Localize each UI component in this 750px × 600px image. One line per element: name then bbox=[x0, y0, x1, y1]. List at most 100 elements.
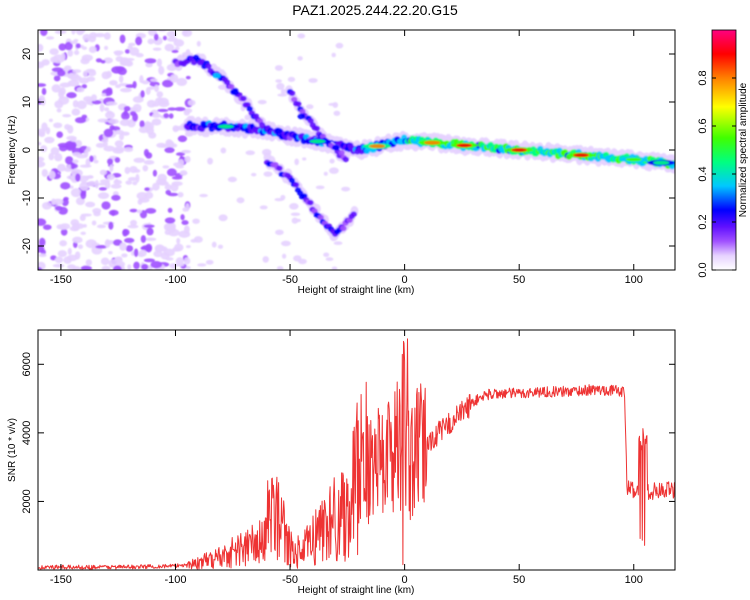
spectral-blob bbox=[124, 166, 131, 175]
spectral-blob bbox=[86, 76, 96, 82]
spectral-blob bbox=[280, 88, 286, 95]
spectral-blob bbox=[262, 256, 269, 263]
y-tick-label: 0 bbox=[21, 147, 33, 153]
spectral-blob bbox=[333, 110, 341, 116]
spectral-blob bbox=[79, 181, 89, 191]
spectral-blob bbox=[293, 255, 302, 262]
spectral-blob bbox=[135, 36, 143, 46]
spectral-blob bbox=[41, 122, 48, 132]
spectral-blob bbox=[86, 146, 92, 153]
spectral-blob bbox=[205, 259, 214, 265]
spectral-blob bbox=[70, 40, 78, 45]
spectral-blob bbox=[85, 259, 92, 266]
spectral-blob bbox=[197, 263, 207, 267]
spectral-blob bbox=[156, 91, 164, 98]
spectral-blob bbox=[183, 225, 190, 234]
spectral-blob bbox=[81, 114, 88, 119]
spectral-blob bbox=[156, 58, 163, 67]
spectral-blob bbox=[177, 192, 184, 198]
spectral-blob bbox=[85, 201, 96, 208]
spectral-blob bbox=[181, 149, 192, 154]
spectral-blob bbox=[77, 244, 84, 250]
spectral-blob bbox=[511, 148, 528, 152]
spectral-blob bbox=[151, 118, 162, 126]
spectral-blob bbox=[101, 265, 111, 270]
x-tick-label: 50 bbox=[513, 274, 525, 286]
snr-y-label: SNR (10 * v/v) bbox=[7, 418, 18, 482]
spectral-blob bbox=[125, 245, 134, 252]
spectral-blob bbox=[79, 164, 92, 168]
spectral-blob bbox=[38, 253, 47, 258]
spectral-blob bbox=[71, 30, 76, 35]
spectral-blob bbox=[97, 118, 109, 123]
spectral-blob bbox=[40, 30, 48, 37]
spectral-blob bbox=[115, 84, 121, 89]
spectral-blob bbox=[236, 197, 245, 204]
spectral-blob bbox=[120, 87, 132, 93]
spectral-blob bbox=[153, 250, 163, 258]
spectral-blob bbox=[274, 197, 284, 202]
spectral-blob bbox=[124, 237, 135, 244]
spectral-blob bbox=[218, 214, 228, 222]
spectral-blob bbox=[147, 38, 155, 45]
x-tick-label: -150 bbox=[50, 274, 72, 286]
y-tick-label: 2000 bbox=[21, 489, 33, 513]
spectral-blob bbox=[40, 145, 48, 153]
spectral-blob bbox=[48, 118, 53, 123]
spectral-blob bbox=[292, 181, 300, 188]
spectral-blob bbox=[150, 261, 163, 269]
spectral-blob bbox=[69, 226, 80, 232]
spectral-blob bbox=[97, 192, 110, 199]
spectral-blob bbox=[87, 69, 97, 77]
spectral-blob bbox=[48, 170, 56, 180]
spectral-blob bbox=[38, 160, 46, 168]
spectral-blob bbox=[338, 150, 345, 156]
spectrogram-image bbox=[38, 30, 675, 270]
spectral-blob bbox=[127, 264, 132, 270]
spectral-blob bbox=[240, 95, 247, 102]
spectral-blob bbox=[328, 102, 337, 106]
spectral-blob bbox=[65, 156, 74, 165]
spectral-blob bbox=[58, 96, 70, 105]
spectral-blob bbox=[199, 193, 208, 198]
spectral-blob bbox=[143, 224, 155, 228]
spectral-blob bbox=[157, 108, 169, 113]
spectral-blob bbox=[109, 163, 114, 172]
spectral-blob bbox=[101, 93, 107, 97]
spectral-blob bbox=[133, 248, 139, 258]
spectral-blob bbox=[51, 198, 56, 206]
spectral-blob bbox=[140, 90, 145, 98]
y-tick-label: -10 bbox=[21, 190, 33, 206]
spectral-blob bbox=[133, 168, 141, 173]
spectral-blob bbox=[573, 153, 590, 158]
spectral-blob bbox=[141, 80, 150, 85]
spectral-blob bbox=[143, 149, 150, 157]
spectral-blob bbox=[121, 131, 130, 136]
spectral-blob bbox=[100, 257, 110, 266]
spectral-blob bbox=[653, 160, 670, 165]
spectral-blob bbox=[108, 209, 119, 216]
spectral-blob bbox=[58, 144, 68, 152]
spectral-blob bbox=[125, 180, 133, 185]
spectral-blob bbox=[104, 45, 109, 50]
spectral-blob bbox=[146, 227, 154, 236]
spectral-blob bbox=[331, 144, 340, 151]
spectral-blob bbox=[158, 65, 165, 75]
spectral-blob bbox=[80, 190, 87, 200]
spectral-blob bbox=[88, 35, 97, 43]
spectral-blob bbox=[207, 157, 213, 165]
spectral-blob bbox=[231, 89, 240, 96]
spectral-blob bbox=[67, 125, 74, 134]
spectral-blob bbox=[51, 67, 64, 73]
spectral-blob bbox=[111, 194, 121, 201]
spectral-blob bbox=[103, 128, 114, 138]
spectral-blob bbox=[94, 33, 106, 38]
x-tick-label: -100 bbox=[164, 274, 186, 286]
spectral-blob bbox=[124, 49, 131, 54]
spectral-blob bbox=[70, 161, 76, 170]
spectral-blob bbox=[64, 41, 73, 51]
spectral-blob bbox=[98, 182, 107, 186]
spectral-blob bbox=[107, 158, 114, 165]
spectral-blob bbox=[211, 241, 217, 248]
spectral-blob bbox=[180, 214, 185, 221]
